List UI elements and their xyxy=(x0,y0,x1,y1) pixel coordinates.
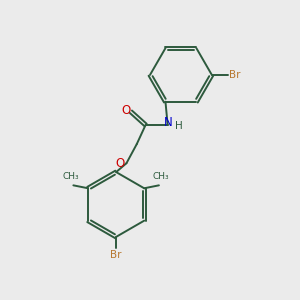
Text: N: N xyxy=(164,116,173,129)
Text: O: O xyxy=(115,157,124,170)
Text: H: H xyxy=(175,122,183,131)
Text: CH₃: CH₃ xyxy=(153,172,169,181)
Text: O: O xyxy=(121,104,130,117)
Text: Br: Br xyxy=(230,70,241,80)
Text: Br: Br xyxy=(110,250,122,260)
Text: CH₃: CH₃ xyxy=(63,172,79,181)
